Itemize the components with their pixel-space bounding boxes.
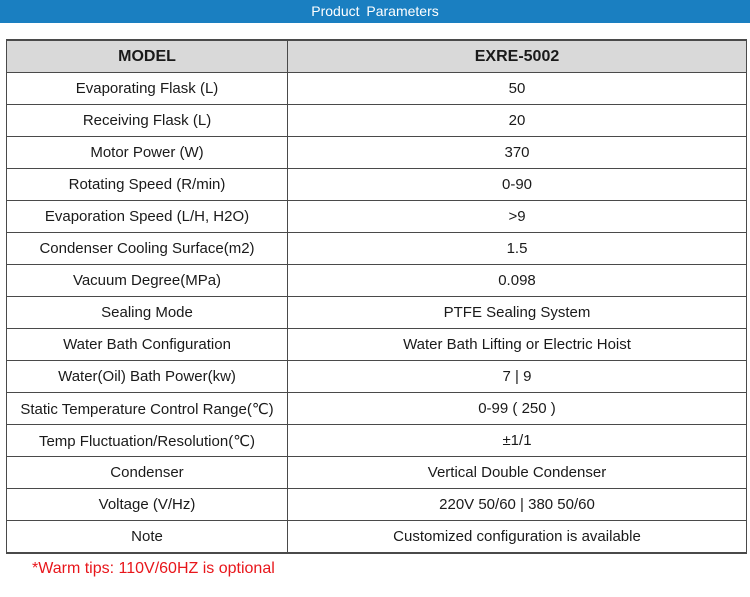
row-label: Voltage (V/Hz) bbox=[6, 488, 288, 521]
table-row: Temp Fluctuation/Resolution(℃) ±1/1 bbox=[6, 424, 747, 457]
warm-tip-note: *Warm tips: 110V/60HZ is optional bbox=[32, 560, 275, 577]
row-label: Motor Power (W) bbox=[6, 136, 288, 169]
table-row: Motor Power (W) 370 bbox=[6, 136, 747, 169]
row-label: Condenser Cooling Surface(m2) bbox=[6, 232, 288, 265]
row-value: PTFE Sealing System bbox=[287, 296, 747, 329]
row-value: 1.5 bbox=[287, 232, 747, 265]
row-label: Note bbox=[6, 520, 288, 554]
table-row: Receiving Flask (L) 20 bbox=[6, 104, 747, 137]
table-row: Note Customized configuration is availab… bbox=[6, 520, 747, 554]
row-label: Vacuum Degree(MPa) bbox=[6, 264, 288, 297]
row-value: ±1/1 bbox=[287, 424, 747, 457]
banner-title: Product Parameters bbox=[311, 3, 439, 19]
row-value: Vertical Double Condenser bbox=[287, 456, 747, 489]
row-label: Water Bath Configuration bbox=[6, 328, 288, 361]
row-value: 0-99 ( 250 ) bbox=[287, 392, 747, 425]
row-label: Static Temperature Control Range(℃) bbox=[6, 392, 288, 425]
row-label: Temp Fluctuation/Resolution(℃) bbox=[6, 424, 288, 457]
row-value: 220V 50/60 | 380 50/60 bbox=[287, 488, 747, 521]
row-value: 20 bbox=[287, 104, 747, 137]
row-value: 0-90 bbox=[287, 168, 747, 201]
table-row: Voltage (V/Hz) 220V 50/60 | 380 50/60 bbox=[6, 488, 747, 521]
row-label: Rotating Speed (R/min) bbox=[6, 168, 288, 201]
row-value: >9 bbox=[287, 200, 747, 233]
row-label: Evaporating Flask (L) bbox=[6, 72, 288, 105]
table-row: Condenser Cooling Surface(m2) 1.5 bbox=[6, 232, 747, 265]
row-value: 50 bbox=[287, 72, 747, 105]
row-value: Water Bath Lifting or Electric Hoist bbox=[287, 328, 747, 361]
table-header-row: MODEL EXRE-5002 bbox=[6, 39, 747, 73]
table-row: Rotating Speed (R/min) 0-90 bbox=[6, 168, 747, 201]
row-value: 370 bbox=[287, 136, 747, 169]
header-value-cell: EXRE-5002 bbox=[287, 39, 747, 73]
table-row: Water Bath Configuration Water Bath Lift… bbox=[6, 328, 747, 361]
table-row: Vacuum Degree(MPa) 0.098 bbox=[6, 264, 747, 297]
table-row: Sealing Mode PTFE Sealing System bbox=[6, 296, 747, 329]
row-value: Customized configuration is available bbox=[287, 520, 747, 554]
row-label: Water(Oil) Bath Power(kw) bbox=[6, 360, 288, 393]
product-parameters-table: MODEL EXRE-5002 Evaporating Flask (L) 50… bbox=[6, 39, 747, 554]
product-parameters-banner: Product Parameters bbox=[0, 0, 750, 23]
header-label-cell: MODEL bbox=[6, 39, 288, 73]
table-row: Evaporation Speed (L/H, H2O) >9 bbox=[6, 200, 747, 233]
table-row: Evaporating Flask (L) 50 bbox=[6, 72, 747, 105]
table-row: Condenser Vertical Double Condenser bbox=[6, 456, 747, 489]
row-value: 0.098 bbox=[287, 264, 747, 297]
row-label: Evaporation Speed (L/H, H2O) bbox=[6, 200, 288, 233]
row-label: Condenser bbox=[6, 456, 288, 489]
row-label: Receiving Flask (L) bbox=[6, 104, 288, 137]
row-value: 7 | 9 bbox=[287, 360, 747, 393]
row-label: Sealing Mode bbox=[6, 296, 288, 329]
table-row: Water(Oil) Bath Power(kw) 7 | 9 bbox=[6, 360, 747, 393]
table-row: Static Temperature Control Range(℃) 0-99… bbox=[6, 392, 747, 425]
